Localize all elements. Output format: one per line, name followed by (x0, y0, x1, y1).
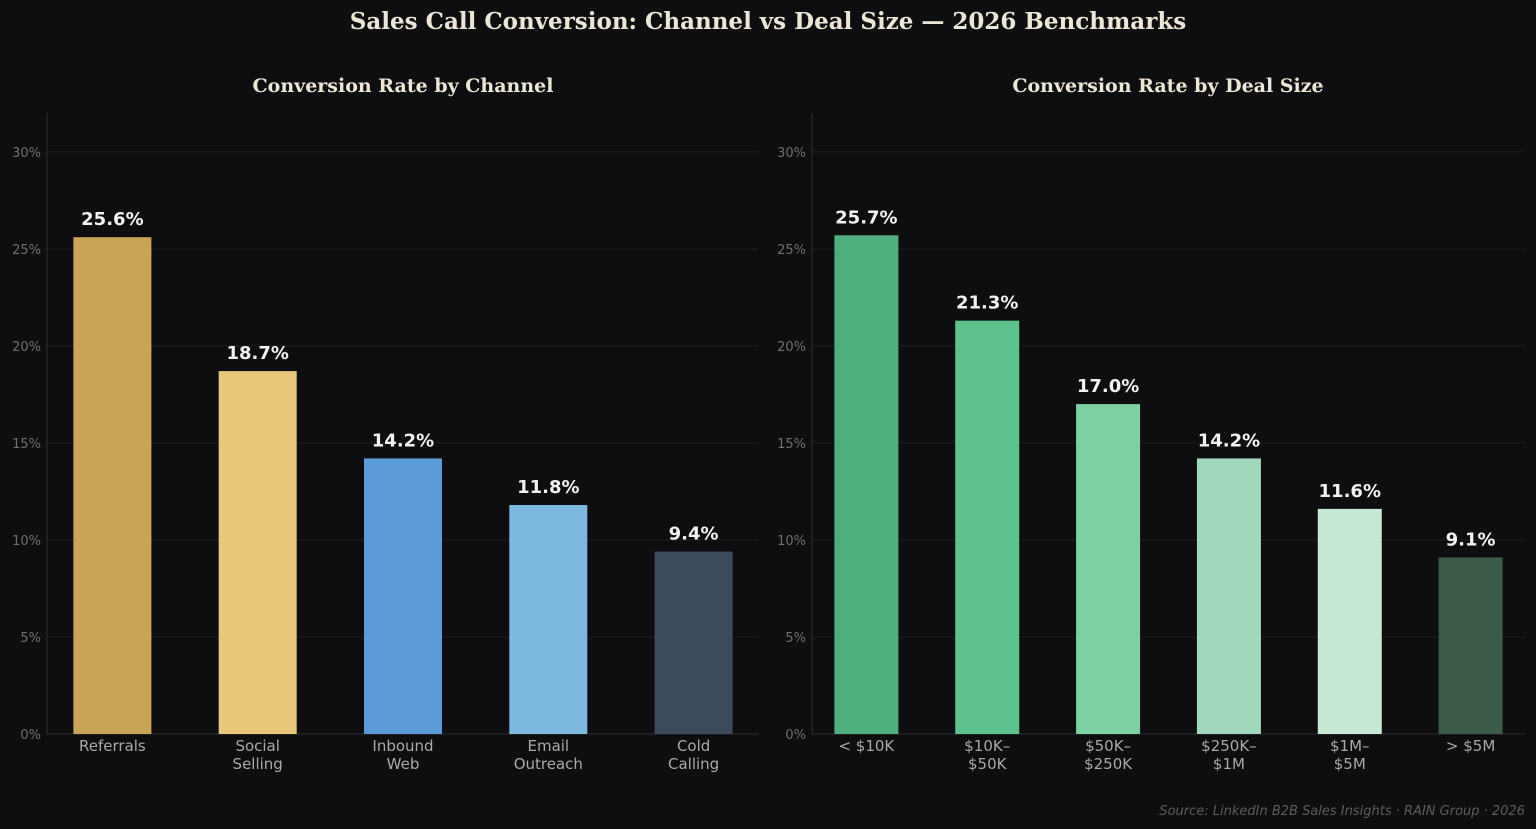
bar (955, 320, 1020, 734)
x-tick-label-line: Calling (668, 755, 719, 773)
x-tick-label: < $10K (838, 737, 895, 755)
source-note: Source: LinkedIn B2B Sales Insights · RA… (1159, 804, 1525, 819)
x-tick-label: Email Outreach (514, 737, 583, 773)
bar-value-label: 14.2% (1198, 430, 1260, 451)
y-tick-label: 0% (20, 728, 41, 743)
x-tick-label-line: $50K– (1085, 737, 1131, 755)
channel-chart-panel: Conversion Rate by Channel 0% 5% 10% 15% 20% 2… (12, 75, 759, 773)
bar-value-label: 9.4% (669, 524, 719, 545)
x-tick-label-line: Selling (233, 755, 283, 773)
bar (509, 505, 588, 734)
x-tick-label-line: $250K– (1201, 737, 1257, 755)
x-tick-label-line: $10K– (964, 737, 1010, 755)
x-tick-label: Social Selling (233, 737, 283, 773)
bar (364, 458, 442, 734)
x-tick-label: $250K– $1M (1201, 737, 1257, 773)
x-tick-label: > $5M (1446, 737, 1495, 755)
deal-size-chart-panel: Conversion Rate by Deal Size 0% 5% 10% 15% 20… (777, 75, 1525, 773)
x-tick-label-line: $1M (1213, 755, 1245, 773)
panel-title: Conversion Rate by Channel (253, 75, 554, 97)
bar-value-label: 21.3% (956, 293, 1018, 314)
bar-value-label: 11.6% (1319, 481, 1381, 502)
x-tick-label-line: Outreach (514, 755, 583, 773)
y-tick-label: 20% (12, 340, 41, 355)
x-tick-label-line: > $5M (1446, 737, 1495, 755)
bar-value-label: 18.7% (226, 343, 288, 364)
x-tick-label-line: $250K (1084, 755, 1133, 773)
y-tick-label: 15% (12, 437, 41, 452)
x-tick-label-line: $5M (1334, 755, 1366, 773)
y-tick-label: 0% (785, 728, 806, 743)
y-tick-label: 25% (777, 243, 806, 258)
y-tick-label: 20% (777, 340, 806, 355)
bar-value-label: 25.6% (81, 209, 143, 230)
x-tick-label-line: Email (527, 737, 569, 755)
bar-value-label: 11.8% (517, 477, 579, 498)
x-tick-label-line: Referrals (79, 737, 146, 755)
bar (834, 235, 899, 734)
y-tick-label: 10% (777, 534, 806, 549)
bar (1438, 557, 1503, 734)
x-tick-label-line: $1M– (1330, 737, 1370, 755)
x-tick-label-line: Inbound (372, 737, 433, 755)
figure-title: Sales Call Conversion: Channel vs Deal S… (350, 8, 1186, 35)
y-tick-label: 5% (785, 631, 806, 646)
x-tick-label-line: $50K (968, 755, 1008, 773)
bar-value-label: 14.2% (372, 430, 434, 451)
y-tick-label: 10% (12, 534, 41, 549)
y-tick-label: 30% (777, 146, 806, 161)
x-tick-label-line: Cold (677, 737, 710, 755)
bar (1076, 404, 1141, 734)
y-tick-label: 30% (12, 146, 41, 161)
x-tick-label: Referrals (79, 737, 146, 755)
x-tick-label: Cold Calling (668, 737, 719, 773)
x-tick-label-line: Social (235, 737, 279, 755)
bar-value-label: 25.7% (835, 207, 897, 228)
bar-value-label: 17.0% (1077, 376, 1139, 397)
panel-title: Conversion Rate by Deal Size (1012, 75, 1323, 97)
x-tick-label-line: < $10K (838, 737, 895, 755)
x-tick-label-line: Web (387, 755, 420, 773)
bar (1196, 458, 1261, 734)
y-tick-label: 15% (777, 437, 806, 452)
bar (1317, 508, 1382, 734)
bar (73, 237, 152, 734)
y-tick-label: 25% (12, 243, 41, 258)
bar-value-label: 9.1% (1446, 529, 1496, 550)
x-tick-label: Inbound Web (372, 737, 433, 773)
bar (654, 551, 733, 734)
x-tick-label: $10K– $50K (964, 737, 1010, 773)
y-tick-label: 5% (20, 631, 41, 646)
x-tick-label: $50K– $250K (1084, 737, 1133, 773)
bar (218, 371, 297, 734)
x-tick-label: $1M– $5M (1330, 737, 1370, 773)
